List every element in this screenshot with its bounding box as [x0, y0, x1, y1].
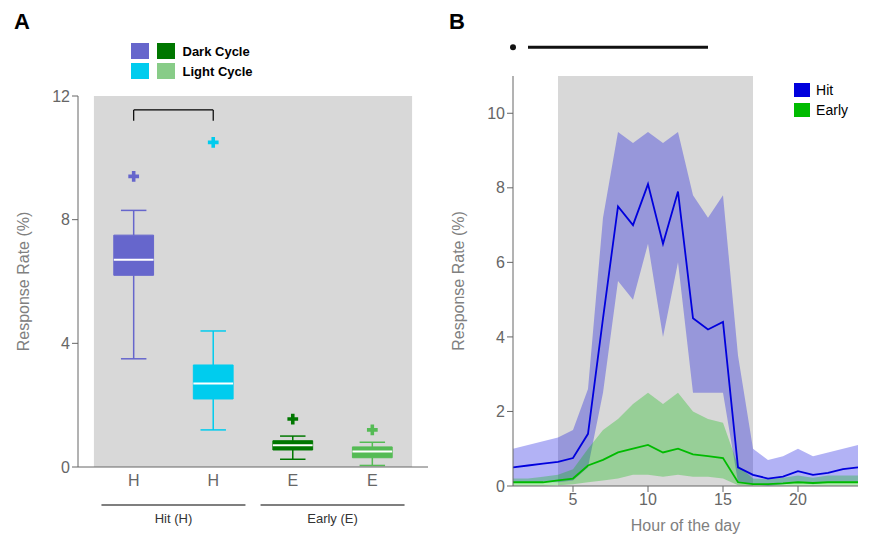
html-text:B: B — [449, 9, 465, 34]
svg-text:4: 4 — [61, 335, 70, 352]
svg-text:H: H — [207, 472, 219, 489]
svg-text:Early (E): Early (E) — [307, 511, 358, 526]
html-text:Light Cycle: Light Cycle — [182, 63, 253, 79]
svg-text:12: 12 — [52, 88, 70, 105]
svg-text:Response Rate (%): Response Rate (%) — [450, 211, 467, 351]
svg-text:E: E — [367, 472, 378, 489]
svg-text:15: 15 — [714, 491, 732, 508]
svg-text:E: E — [287, 472, 298, 489]
svg-text:0: 0 — [61, 459, 70, 476]
svg-text:6: 6 — [496, 254, 505, 271]
html-text:Early: Early — [816, 102, 848, 118]
svg-text:20: 20 — [789, 491, 807, 508]
html-text:Dark Cycle: Dark Cycle — [182, 43, 250, 59]
svg-text:10: 10 — [639, 491, 657, 508]
svg-text:Hour of the day: Hour of the day — [631, 517, 740, 534]
svg-text:0: 0 — [496, 478, 505, 495]
svg-text:8: 8 — [61, 211, 70, 228]
svg-text:10: 10 — [487, 105, 505, 122]
svg-text:Response Rate (%): Response Rate (%) — [15, 212, 32, 352]
svg-text:5: 5 — [569, 491, 578, 508]
svg-text:Hit (H): Hit (H) — [155, 511, 193, 526]
svg-text:8: 8 — [496, 179, 505, 196]
svg-text:H: H — [128, 472, 140, 489]
html-text:A: A — [14, 9, 30, 34]
svg-text:2: 2 — [496, 403, 505, 420]
svg-text:4: 4 — [496, 329, 505, 346]
html-text:Hit: Hit — [816, 82, 834, 98]
